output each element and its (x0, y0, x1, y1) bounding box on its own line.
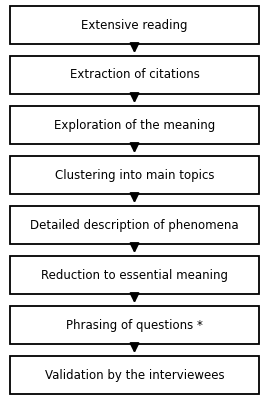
Text: Extensive reading: Extensive reading (81, 18, 188, 32)
Text: Clustering into main topics: Clustering into main topics (55, 168, 214, 182)
Text: Phrasing of questions *: Phrasing of questions * (66, 318, 203, 332)
Bar (10, 256, 259, 294)
Text: Reduction to essential meaning: Reduction to essential meaning (41, 268, 228, 282)
Text: Exploration of the meaning: Exploration of the meaning (54, 118, 215, 132)
Bar (10, 6, 259, 44)
Bar (10, 356, 259, 394)
Bar (10, 56, 259, 94)
Bar (10, 106, 259, 144)
Text: Extraction of citations: Extraction of citations (70, 68, 199, 82)
Bar (10, 206, 259, 244)
Text: Validation by the interviewees: Validation by the interviewees (45, 368, 224, 382)
Bar (10, 306, 259, 344)
Bar (10, 156, 259, 194)
Text: Detailed description of phenomena: Detailed description of phenomena (30, 218, 239, 232)
